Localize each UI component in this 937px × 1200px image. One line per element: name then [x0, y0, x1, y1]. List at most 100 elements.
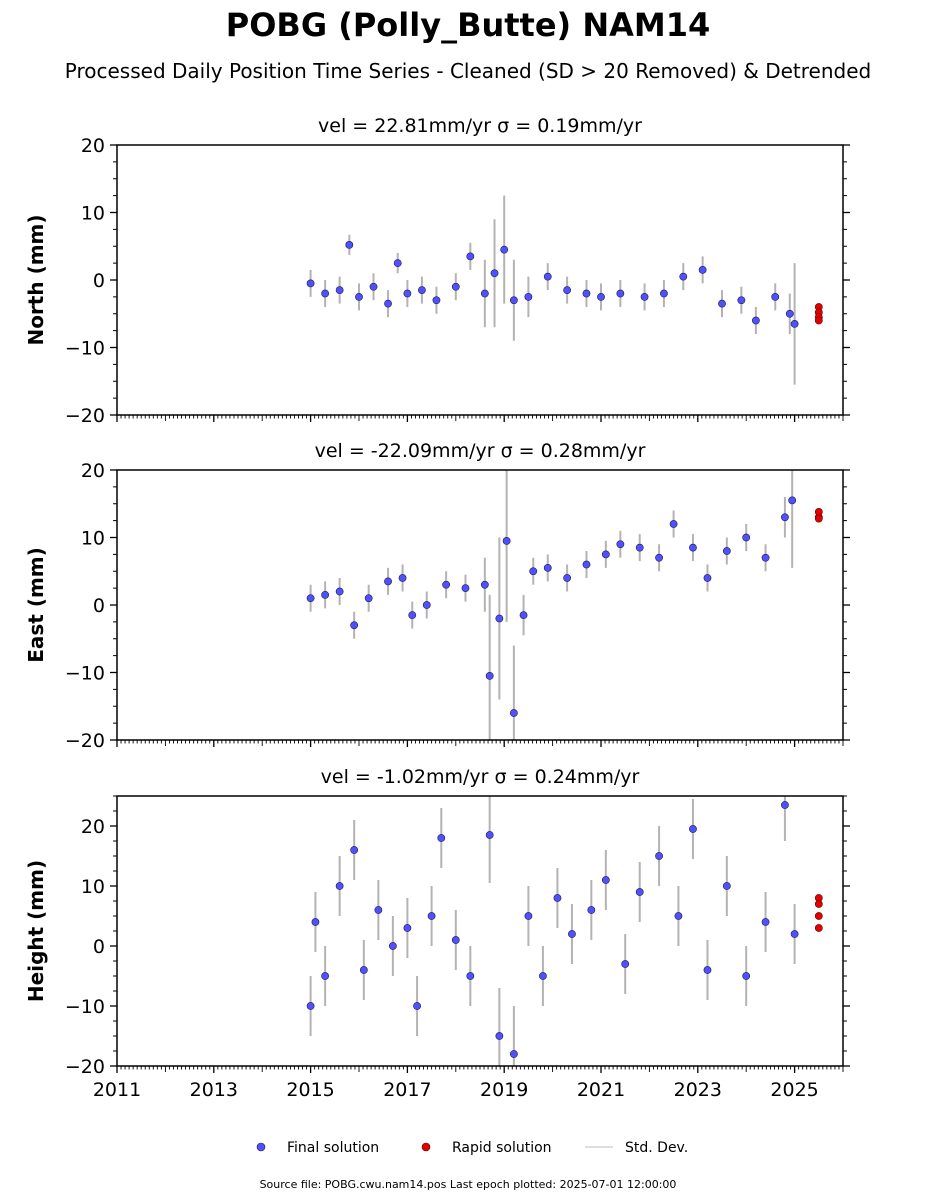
- final-point: [509, 1050, 518, 1058]
- x-tick-label: 2015: [286, 1079, 334, 1101]
- x-tick-label: 2011: [93, 1079, 141, 1101]
- y-tick-label: 10: [81, 876, 105, 898]
- final-point: [495, 1032, 504, 1040]
- final-point: [495, 614, 504, 623]
- final-point: [597, 292, 605, 301]
- final-point: [640, 292, 649, 301]
- final-point: [480, 580, 489, 589]
- final-point: [384, 577, 392, 586]
- final-point: [427, 912, 436, 920]
- rapid-point: [814, 912, 823, 920]
- rapid-point: [814, 924, 823, 932]
- final-point: [601, 550, 610, 559]
- panel-title: vel = -22.09mm/yr σ = 0.28mm/yr: [315, 440, 646, 462]
- main-title: POBG (Polly_Butte) NAM14: [226, 6, 710, 44]
- final-point: [408, 611, 417, 620]
- final-point: [529, 567, 538, 576]
- final-point: [771, 292, 780, 301]
- final-point: [350, 846, 359, 854]
- y-tick-label: 0: [93, 936, 105, 958]
- final-points: [306, 240, 799, 328]
- final-point: [451, 282, 460, 291]
- final-point: [306, 594, 315, 603]
- final-point: [751, 316, 760, 325]
- final-point: [398, 574, 407, 582]
- final-point: [563, 286, 572, 295]
- legend-final-label: Final solution: [287, 1140, 379, 1156]
- final-point: [790, 930, 799, 938]
- final-point: [306, 1002, 315, 1010]
- y-tick-label: 20: [81, 460, 105, 482]
- x-tick-label: 2021: [577, 1079, 625, 1101]
- final-point: [582, 560, 591, 569]
- final-point: [437, 834, 446, 842]
- final-point: [413, 1002, 421, 1010]
- final-point: [369, 282, 378, 291]
- sd-bars: [309, 796, 796, 1066]
- final-point: [374, 906, 383, 914]
- final-point: [781, 513, 789, 522]
- rapid-point: [814, 507, 823, 516]
- y-axis-label: North (mm): [24, 214, 48, 345]
- final-point: [737, 296, 746, 305]
- rapid-point: [814, 316, 823, 325]
- final-point: [781, 801, 789, 809]
- final-point: [422, 601, 431, 609]
- final-point: [485, 831, 494, 839]
- final-point: [524, 292, 533, 301]
- y-tick-label: 10: [81, 528, 105, 550]
- panel-0: vel = 22.81mm/yr σ = 0.19mm/yr North (mm)…: [24, 115, 850, 427]
- final-point: [466, 252, 475, 261]
- legend-rapid-label: Rapid solution: [452, 1140, 552, 1156]
- final-point: [582, 289, 591, 298]
- final-point: [509, 709, 518, 717]
- final-point: [621, 960, 630, 968]
- final-point: [761, 553, 770, 562]
- final-point: [306, 279, 315, 288]
- final-point: [788, 496, 797, 505]
- final-point: [519, 611, 528, 620]
- y-tick-label: −20: [65, 405, 105, 427]
- final-point: [553, 894, 562, 902]
- y-axis-label: East (mm): [24, 547, 48, 663]
- axes-frame: [116, 144, 844, 416]
- final-point: [635, 888, 644, 896]
- final-point: [601, 876, 610, 884]
- final-point: [785, 309, 794, 318]
- final-points: [306, 801, 799, 1058]
- final-point: [539, 972, 547, 980]
- final-point: [742, 972, 751, 980]
- x-tick-label: 2019: [480, 1079, 528, 1101]
- final-point: [321, 590, 330, 599]
- subtitle: Processed Daily Position Time Series - C…: [65, 59, 871, 83]
- final-point: [442, 580, 451, 589]
- panel-1: vel = -22.09mm/yr σ = 0.28mm/yr East (mm)…: [24, 440, 850, 752]
- y-tick-label: 10: [81, 203, 105, 225]
- final-point: [616, 540, 625, 549]
- rapid-point: [814, 514, 823, 523]
- final-point: [616, 289, 625, 298]
- y-tick-label: 20: [81, 135, 105, 157]
- y-tick-label: 20: [81, 816, 105, 838]
- final-point: [703, 574, 712, 582]
- x-tick-label: 2017: [383, 1079, 431, 1101]
- x-tick-label: 2023: [674, 1079, 722, 1101]
- final-point: [790, 319, 799, 328]
- final-point: [703, 966, 712, 974]
- final-point: [722, 547, 731, 555]
- final-point: [432, 296, 441, 305]
- final-point: [502, 536, 511, 545]
- final-point: [359, 966, 368, 974]
- sd-bars: [309, 470, 794, 740]
- legend: Final solution Rapid solution Std. Dev.: [256, 1140, 688, 1156]
- final-point: [524, 912, 533, 920]
- final-point: [321, 972, 330, 980]
- rapid-points: [814, 894, 823, 932]
- final-point: [403, 924, 412, 932]
- final-point: [655, 553, 663, 562]
- panel-title: vel = -1.02mm/yr σ = 0.24mm/yr: [321, 766, 640, 788]
- y-tick-label: 0: [93, 595, 105, 617]
- final-point: [761, 918, 770, 926]
- final-point: [335, 882, 344, 890]
